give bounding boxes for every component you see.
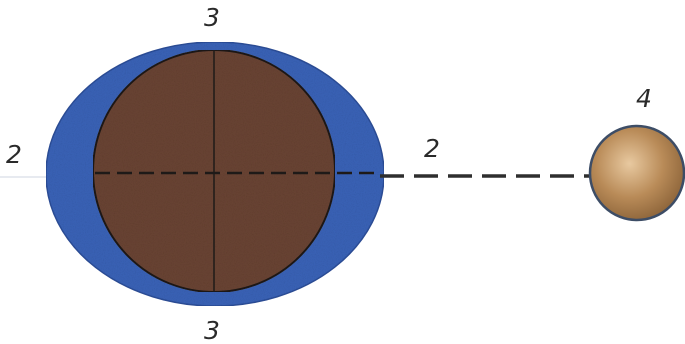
label-top-ocean: 3 bbox=[204, 3, 220, 32]
moon-icon bbox=[588, 124, 685, 222]
label-bottom-ocean: 3 bbox=[204, 316, 220, 344]
label-right-side: 2 bbox=[424, 134, 440, 163]
label-left-side: 2 bbox=[6, 140, 22, 169]
label-moon: 4 bbox=[636, 84, 652, 113]
